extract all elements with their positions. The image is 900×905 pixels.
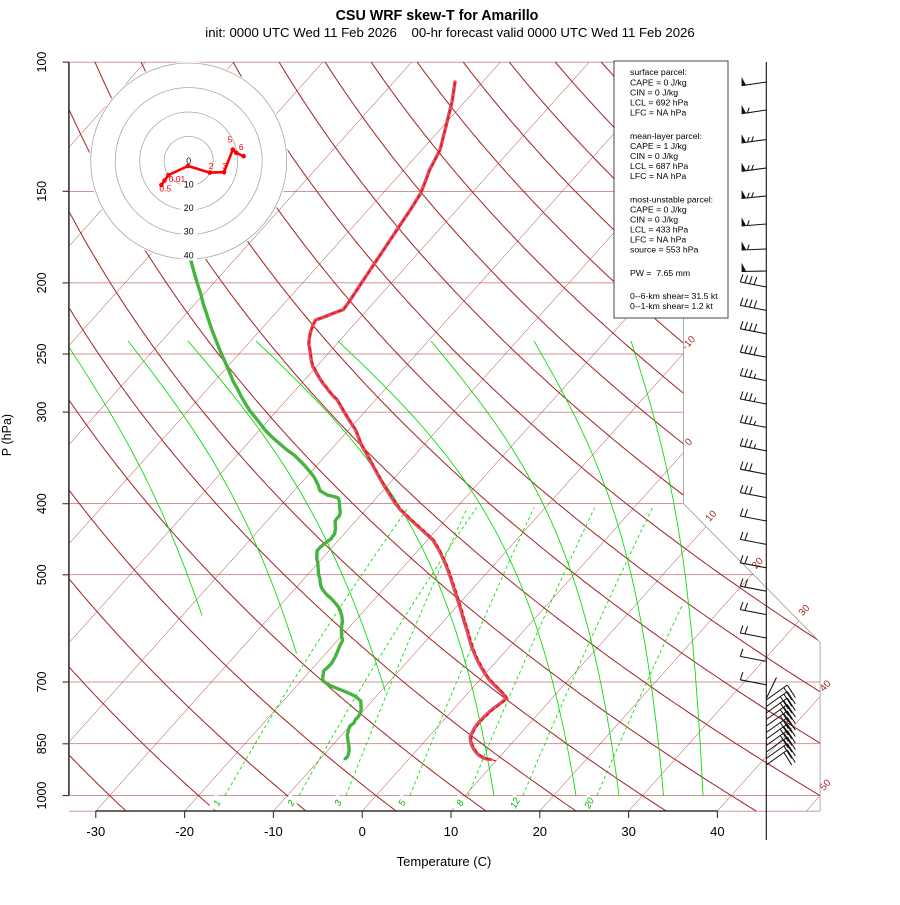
svg-text:Temperature (C): Temperature (C) <box>397 854 492 869</box>
svg-text:LFC = NA hPa: LFC = NA hPa <box>630 108 686 118</box>
svg-text:-20: -20 <box>175 824 194 839</box>
svg-text:250: 250 <box>35 344 49 365</box>
svg-text:CAPE = 0 J/kg: CAPE = 0 J/kg <box>630 78 687 88</box>
svg-text:500: 500 <box>35 564 49 585</box>
svg-text:700: 700 <box>35 672 49 693</box>
svg-text:6: 6 <box>239 142 244 152</box>
svg-text:10: 10 <box>184 180 194 190</box>
svg-text:20: 20 <box>582 795 597 811</box>
svg-text:5: 5 <box>397 798 410 808</box>
svg-text:30: 30 <box>621 824 635 839</box>
svg-text:40: 40 <box>184 251 194 261</box>
svg-text:-10: -10 <box>264 824 283 839</box>
svg-text:10: 10 <box>444 824 458 839</box>
svg-text:5: 5 <box>228 135 233 145</box>
svg-text:0: 0 <box>683 436 695 448</box>
svg-text:0.01: 0.01 <box>169 174 186 184</box>
svg-text:8: 8 <box>455 798 468 808</box>
svg-text:CAPE = 0 J/kg: CAPE = 0 J/kg <box>630 205 687 215</box>
svg-text:200: 200 <box>35 272 49 293</box>
svg-text:850: 850 <box>35 733 49 754</box>
svg-text:CIN = 0 J/kg: CIN = 0 J/kg <box>630 88 678 98</box>
svg-text:CIN = 0 J/kg: CIN = 0 J/kg <box>630 151 678 161</box>
svg-text:P (hPa): P (hPa) <box>0 414 14 456</box>
svg-text:1: 1 <box>212 798 224 808</box>
svg-text:init: 0000 UTC Wed 11 Feb 2026: init: 0000 UTC Wed 11 Feb 2026 00-hr for… <box>205 25 694 40</box>
svg-text:CAPE = 1 J/kg: CAPE = 1 J/kg <box>630 141 687 151</box>
svg-text:30: 30 <box>184 227 194 237</box>
svg-text:2: 2 <box>285 798 298 809</box>
svg-text:PW = 7.65 mm: PW = 7.65 mm <box>630 268 690 278</box>
svg-text:3: 3 <box>222 161 227 171</box>
svg-text:100: 100 <box>35 52 49 73</box>
svg-text:20: 20 <box>184 203 194 213</box>
svg-text:LCL = 692 hPa: LCL = 692 hPa <box>630 98 688 108</box>
svg-text:1000: 1000 <box>35 782 49 810</box>
svg-text:mean-layer parcel:: mean-layer parcel: <box>630 131 702 141</box>
svg-text:2: 2 <box>209 161 214 171</box>
svg-text:LCL = 687 hPa: LCL = 687 hPa <box>630 161 688 171</box>
svg-text:0.5: 0.5 <box>159 184 171 194</box>
svg-text:most-unstable parcel:: most-unstable parcel: <box>630 195 713 205</box>
svg-text:300: 300 <box>35 402 49 423</box>
svg-text:CSU WRF skew-T for Amarillo: CSU WRF skew-T for Amarillo <box>336 8 539 24</box>
svg-text:source = 553 hPa: source = 553 hPa <box>630 245 699 255</box>
svg-text:CIN = 0 J/kg: CIN = 0 J/kg <box>630 215 678 225</box>
svg-text:LFC = NA hPa: LFC = NA hPa <box>630 171 686 181</box>
svg-text:-30: -30 <box>86 824 105 839</box>
svg-text:LFC = NA hPa: LFC = NA hPa <box>630 235 686 245</box>
svg-text:3: 3 <box>333 798 346 808</box>
svg-text:0: 0 <box>359 824 366 839</box>
svg-text:surface parcel:: surface parcel: <box>630 67 687 77</box>
svg-text:0: 0 <box>186 156 191 166</box>
svg-text:400: 400 <box>35 493 49 514</box>
svg-text:LCL = 433 hPa: LCL = 433 hPa <box>630 225 688 235</box>
svg-text:20: 20 <box>533 824 547 839</box>
svg-text:0--1-km shear= 1.2 kt: 0--1-km shear= 1.2 kt <box>630 301 713 311</box>
svg-text:0--6-km shear= 31.5 kt: 0--6-km shear= 31.5 kt <box>630 291 718 301</box>
svg-text:40: 40 <box>710 824 724 839</box>
svg-text:150: 150 <box>35 181 49 202</box>
